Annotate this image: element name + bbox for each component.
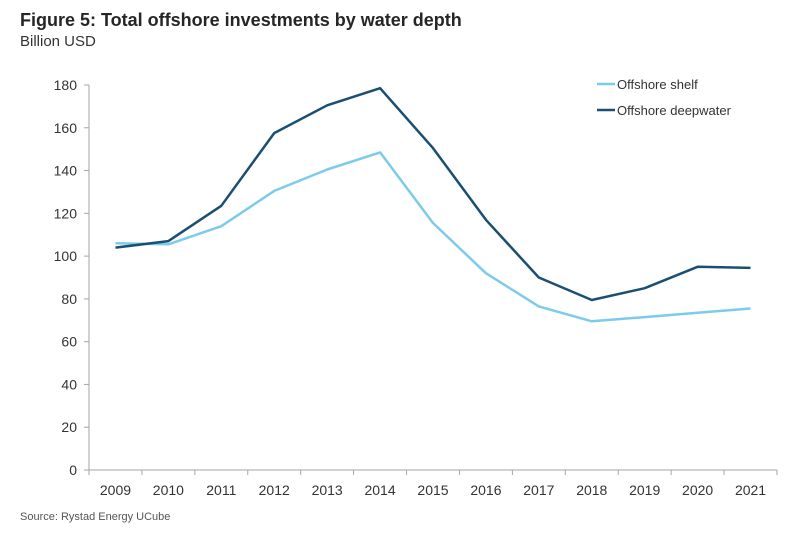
axes: 0 20 40 60 80 100 120 140 160 180 2009 2010 2011 2012… — [54, 77, 778, 498]
legend: Offshore shelf Offshore deepwater — [597, 77, 732, 118]
y-tick-label: 0 — [69, 462, 77, 478]
y-tick-label: 100 — [54, 248, 78, 264]
y-tick-label: 20 — [61, 419, 77, 435]
y-tick-label: 60 — [61, 334, 77, 350]
series-line-offshore-deepwater — [115, 86, 751, 302]
x-tick-label: 2009 — [100, 482, 131, 498]
y-tick-label: 160 — [54, 120, 78, 136]
x-tick-label: 2014 — [364, 482, 395, 498]
x-tick-label: 2015 — [417, 482, 448, 498]
y-tick-label: 180 — [54, 77, 78, 93]
x-tick-label: 2010 — [153, 482, 184, 498]
y-tick-label: 120 — [54, 205, 78, 221]
legend-label: Offshore shelf — [617, 77, 698, 92]
x-tick-label: 2012 — [259, 482, 290, 498]
y-tick-label: 80 — [61, 291, 77, 307]
x-tick-label: 2011 — [206, 482, 236, 498]
x-tick-label: 2017 — [523, 482, 554, 498]
x-tick-label: 2018 — [576, 482, 607, 498]
x-tick-label: 2019 — [629, 482, 660, 498]
series-lines — [115, 86, 751, 323]
x-tick-label: 2013 — [312, 482, 343, 498]
y-tick-label: 40 — [61, 376, 77, 392]
chart-subtitle: Billion USD — [20, 33, 96, 50]
x-tick-label: 2021 — [735, 482, 766, 498]
series-line-offshore-shelf — [115, 151, 751, 323]
legend-label: Offshore deepwater — [617, 103, 732, 118]
chart-title: Figure 5: Total offshore investments by … — [20, 10, 462, 30]
source-note: Source: Rystad Energy UCube — [20, 511, 171, 523]
y-tick-label: 140 — [54, 163, 78, 179]
x-tick-label: 2016 — [470, 482, 501, 498]
x-tick-label: 2020 — [682, 482, 713, 498]
